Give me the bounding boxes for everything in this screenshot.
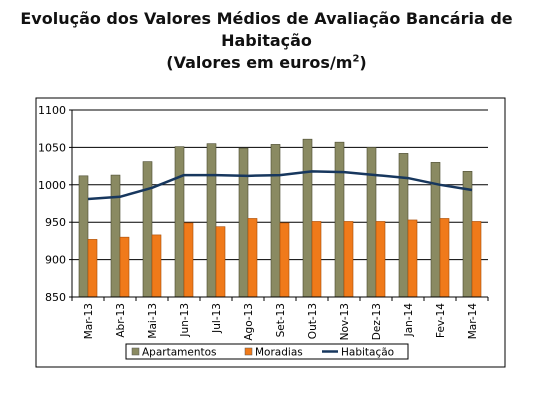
bars <box>78 138 482 298</box>
x-tick-label-Set-13: Set-13 <box>275 303 287 337</box>
legend-label-apartamentos: Apartamentos <box>142 347 217 359</box>
y-tick-label-950: 950 <box>45 216 66 229</box>
legend-box <box>125 343 409 360</box>
bar-apartamentos-Mar-13 <box>78 175 89 298</box>
x-tick-labels: Mar-13 Abr-13 Mai-13 Jun-13 Jul-13 Ago-13 Set-… <box>83 303 479 341</box>
bar-apartamentos-Jul-13 <box>206 143 217 298</box>
x-tick-label-Jun-13: Jun-13 <box>179 303 191 338</box>
bar-moradias-Jul-13 <box>215 226 226 298</box>
legend-label-habitação: Habitação <box>341 347 394 359</box>
bar-apartamentos-Jun-13 <box>174 146 185 298</box>
line-series <box>87 170 473 201</box>
chart-title: Evolução dos Valores Médios de Avaliação… <box>0 8 533 74</box>
bar-apartamentos-Abr-13 <box>110 174 121 298</box>
legend-swatch-apartamentos <box>131 347 140 356</box>
line-habitacao <box>87 170 473 201</box>
bar-apartamentos-Mai-13 <box>142 161 153 298</box>
bar-moradias-Dez-13 <box>375 221 386 298</box>
legend-swatch-moradias <box>244 347 253 356</box>
x-tick-label-Dez-13: Dez-13 <box>371 303 383 340</box>
title-superscript: 2 <box>352 53 360 65</box>
y-tick-label-1000: 1000 <box>38 179 66 192</box>
x-tick-label-Mar-14: Mar-14 <box>467 303 479 340</box>
title-line-3: (Valores em euros/m2) <box>0 52 533 74</box>
bar-apartamentos-Set-13 <box>270 144 281 298</box>
legend-label-moradias: Moradias <box>255 347 303 359</box>
y-tick-label-900: 900 <box>45 254 66 267</box>
y-tick-label-1050: 1050 <box>38 141 66 154</box>
title-line-3-text: (Valores em euros/m <box>166 53 353 72</box>
bar-apartamentos-Jan-14 <box>398 153 409 298</box>
x-tick-label-Jul-13: Jul-13 <box>211 303 223 334</box>
bar-apartamentos-Ago-13 <box>238 147 249 298</box>
y-tick-label-1100: 1100 <box>38 104 66 117</box>
bar-apartamentos-Nov-13 <box>334 141 345 298</box>
bar-moradias-Out-13 <box>311 221 322 298</box>
bar-moradias-Set-13 <box>279 222 290 298</box>
axes <box>69 109 489 301</box>
x-tick-label-Fev-14: Fev-14 <box>435 303 447 338</box>
bar-moradias-Mar-14 <box>471 221 482 298</box>
bar-moradias-Ago-13 <box>247 218 258 298</box>
title-close-paren: ) <box>359 53 367 72</box>
bar-moradias-Mai-13 <box>151 234 162 298</box>
x-tick-label-Mar-13: Mar-13 <box>83 303 95 339</box>
x-tick-label-Nov-13: Nov-13 <box>339 303 351 340</box>
bar-moradias-Jan-14 <box>407 219 418 298</box>
bar-apartamentos-Out-13 <box>302 138 313 298</box>
x-tick-label-Mai-13: Mai-13 <box>147 303 159 339</box>
title-line-1: Evolução dos Valores Médios de Avaliação… <box>20 9 513 28</box>
bar-moradias-Fev-14 <box>439 218 450 298</box>
title-line-2: Habitação <box>221 31 312 50</box>
legend: Apartamentos Moradias Habitação <box>125 343 409 360</box>
y-tick-labels: 850 900 950 1000 1050 1100 <box>38 104 66 304</box>
y-tick-label-850: 850 <box>45 291 66 304</box>
bar-moradias-Jun-13 <box>183 222 194 298</box>
bar-moradias-Nov-13 <box>343 221 354 298</box>
x-tick-label-Out-13: Out-13 <box>307 303 319 339</box>
bar-moradias-Mar-13 <box>87 239 98 298</box>
bar-apartamentos-Dez-13 <box>366 147 377 298</box>
x-tick-label-Ago-13: Ago-13 <box>243 303 255 341</box>
bar-moradias-Abr-13 <box>119 236 130 298</box>
x-tick-label-Abr-13: Abr-13 <box>115 303 127 338</box>
x-tick-label-Jan-14: Jan-14 <box>403 303 415 338</box>
